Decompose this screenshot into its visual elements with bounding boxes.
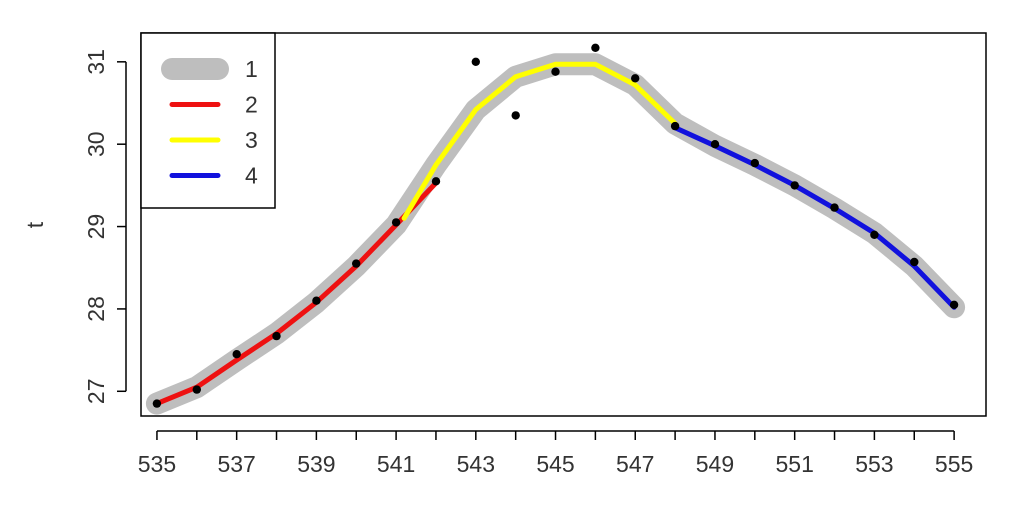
data-point xyxy=(670,121,680,131)
legend-label: 1 xyxy=(245,56,258,82)
data-point xyxy=(870,230,879,239)
data-point xyxy=(312,296,321,305)
legend: 1 2 3 4 xyxy=(140,32,276,209)
data-point xyxy=(790,181,799,190)
x-tick-label: 535 xyxy=(138,451,176,477)
data-point xyxy=(830,203,839,212)
data-point xyxy=(631,74,640,83)
data-point xyxy=(272,331,281,341)
x-tick-label: 551 xyxy=(775,451,813,477)
points-layer xyxy=(152,43,959,408)
data-point xyxy=(591,43,600,52)
data-point xyxy=(949,300,959,309)
x-tick-label: 537 xyxy=(217,451,255,477)
data-point xyxy=(471,57,480,66)
data-point xyxy=(910,257,919,267)
y-axis: 27 28 29 30 31 xyxy=(83,49,127,405)
x-tick-label: 553 xyxy=(855,451,893,477)
data-point xyxy=(431,177,441,186)
x-tick-label: 545 xyxy=(536,451,574,477)
data-point xyxy=(232,350,241,359)
plot-frame xyxy=(140,32,987,417)
data-point xyxy=(152,399,162,408)
data-point xyxy=(391,218,401,227)
series-4-line xyxy=(672,125,957,310)
data-point xyxy=(511,111,520,120)
y-axis-label: t xyxy=(22,221,48,228)
y-tick-label: 28 xyxy=(83,296,109,322)
y-tick-label: 27 xyxy=(83,379,109,405)
y-tick-label: 31 xyxy=(83,49,109,75)
x-tick-label: 547 xyxy=(616,451,654,477)
series-3-line xyxy=(401,61,678,221)
data-point xyxy=(750,158,759,168)
y-tick-label: 29 xyxy=(83,214,109,240)
data-point xyxy=(551,67,560,76)
x-tick-label: 543 xyxy=(457,451,495,477)
y-tick-label: 30 xyxy=(83,131,109,157)
data-point xyxy=(352,259,361,268)
legend-label: 4 xyxy=(245,163,258,189)
legend-label: 2 xyxy=(245,92,258,118)
data-point xyxy=(192,385,201,394)
x-axis: 535 537 539 541 543 545 547 549 551 553 555 xyxy=(138,430,973,477)
series-1-line xyxy=(145,53,966,415)
x-tick-label: 541 xyxy=(377,451,415,477)
x-tick-label: 555 xyxy=(935,451,973,477)
x-tick-label: 549 xyxy=(696,451,734,477)
legend-label: 3 xyxy=(245,127,258,153)
data-point xyxy=(710,140,720,149)
series-2-line xyxy=(154,180,439,407)
x-tick-label: 539 xyxy=(297,451,335,477)
series-layer xyxy=(145,53,966,415)
